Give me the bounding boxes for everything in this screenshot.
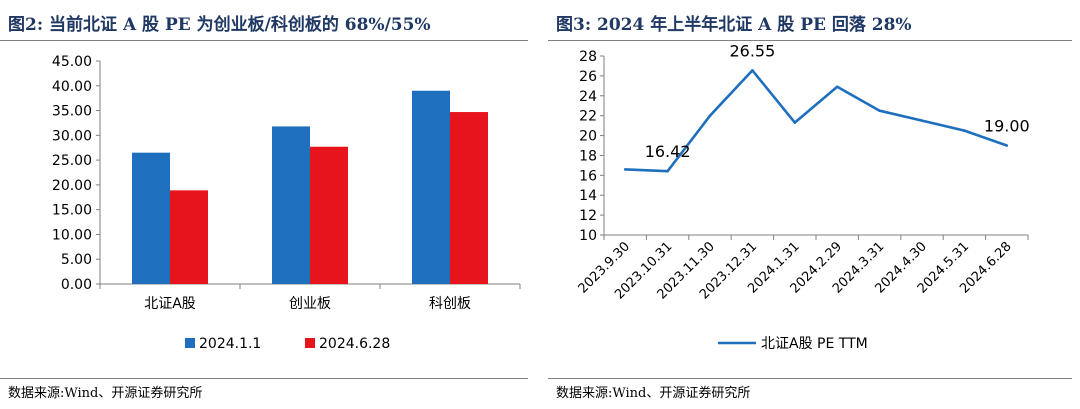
y-tick-label: 26: [579, 69, 597, 85]
figure-2-source: 数据来源:Wind、开源证券研究所: [8, 386, 203, 401]
figure-3-title: 图3: 2024 年上半年北证 A 股 PE 回落 28%: [556, 15, 912, 35]
title-rule: [0, 40, 528, 41]
figure-3-panel: 图3: 2024 年上半年北证 A 股 PE 回落 28% 10 12 14 16 18…: [548, 0, 1080, 409]
y-tick-label: 10: [579, 228, 597, 244]
data-point: [1005, 144, 1009, 147]
x-tick-label: 科创板: [429, 296, 471, 312]
legend-swatch: [185, 338, 195, 348]
figure-2-panel: 图2: 当前北证 A 股 PE 为创业板/科创板的 68%/55% 0.00 5.…: [0, 0, 536, 409]
source-rule: [548, 378, 1072, 379]
x-tick-label: 创业板: [289, 296, 331, 312]
y-tick-label: 25.00: [52, 153, 92, 169]
bar-2024.6.28: [170, 190, 208, 284]
y-tick-label: 5.00: [61, 252, 92, 268]
y-tick-label: 20: [579, 129, 597, 145]
series-line: [625, 69, 1008, 173]
data-point: [751, 69, 754, 72]
y-tick-label: 40.00: [52, 79, 92, 95]
bar-2024.6.28: [450, 112, 488, 284]
legend-swatch: [305, 338, 315, 348]
data-point: [666, 169, 669, 173]
y-tick-label: 22: [579, 109, 597, 125]
data-label: 16.42: [645, 142, 691, 161]
legend-label: 2024.1.1: [199, 336, 261, 352]
x-tick-label: 北证A股: [144, 296, 196, 312]
y-tick-label: 20.00: [52, 178, 92, 194]
bar-2024.1.1: [272, 126, 310, 284]
y-tick-label: 12: [579, 208, 597, 224]
bar-2024.6.28: [310, 146, 348, 284]
y-tick-label: 14: [579, 188, 597, 204]
bar-chart: 0.00 5.00 10.00 15.00 20.00 25.00 30.00 35.00 40…: [52, 54, 521, 352]
data-point: [623, 168, 627, 171]
data-point: [920, 119, 924, 122]
y-tick-label: 45.00: [52, 54, 92, 70]
y-tick-label: 0.00: [61, 277, 92, 293]
data-point: [835, 85, 839, 89]
data-label: 19.00: [984, 117, 1030, 136]
y-tick-label: 15.00: [52, 203, 92, 219]
figure-3-source: 数据来源:Wind、开源证券研究所: [556, 386, 751, 401]
y-tick-label: 35.00: [52, 104, 92, 120]
source-rule: [0, 378, 528, 379]
title-rule: [548, 40, 1072, 41]
y-tick-label: 10.00: [52, 227, 92, 243]
y-tick-label: 30.00: [52, 128, 92, 144]
y-tick-label: 28: [579, 49, 597, 65]
bar-2024.1.1: [412, 90, 450, 284]
data-point: [963, 129, 966, 132]
legend-label: 北证A股 PE TTM: [761, 336, 868, 352]
data-point: [878, 109, 881, 112]
data-label: 26.55: [729, 41, 775, 60]
legend-label: 2024.6.28: [319, 336, 390, 352]
y-tick-label: 24: [579, 89, 597, 105]
bar-2024.1.1: [132, 152, 170, 284]
data-point: [793, 121, 797, 124]
y-tick-label: 16: [579, 168, 597, 184]
data-point: [708, 114, 712, 117]
y-tick-label: 18: [579, 148, 597, 164]
line-chart: 101214161820222426282023.9.302023.10.312…: [576, 41, 1030, 352]
figure-2-title: 图2: 当前北证 A 股 PE 为创业板/科创板的 68%/55%: [8, 15, 431, 35]
